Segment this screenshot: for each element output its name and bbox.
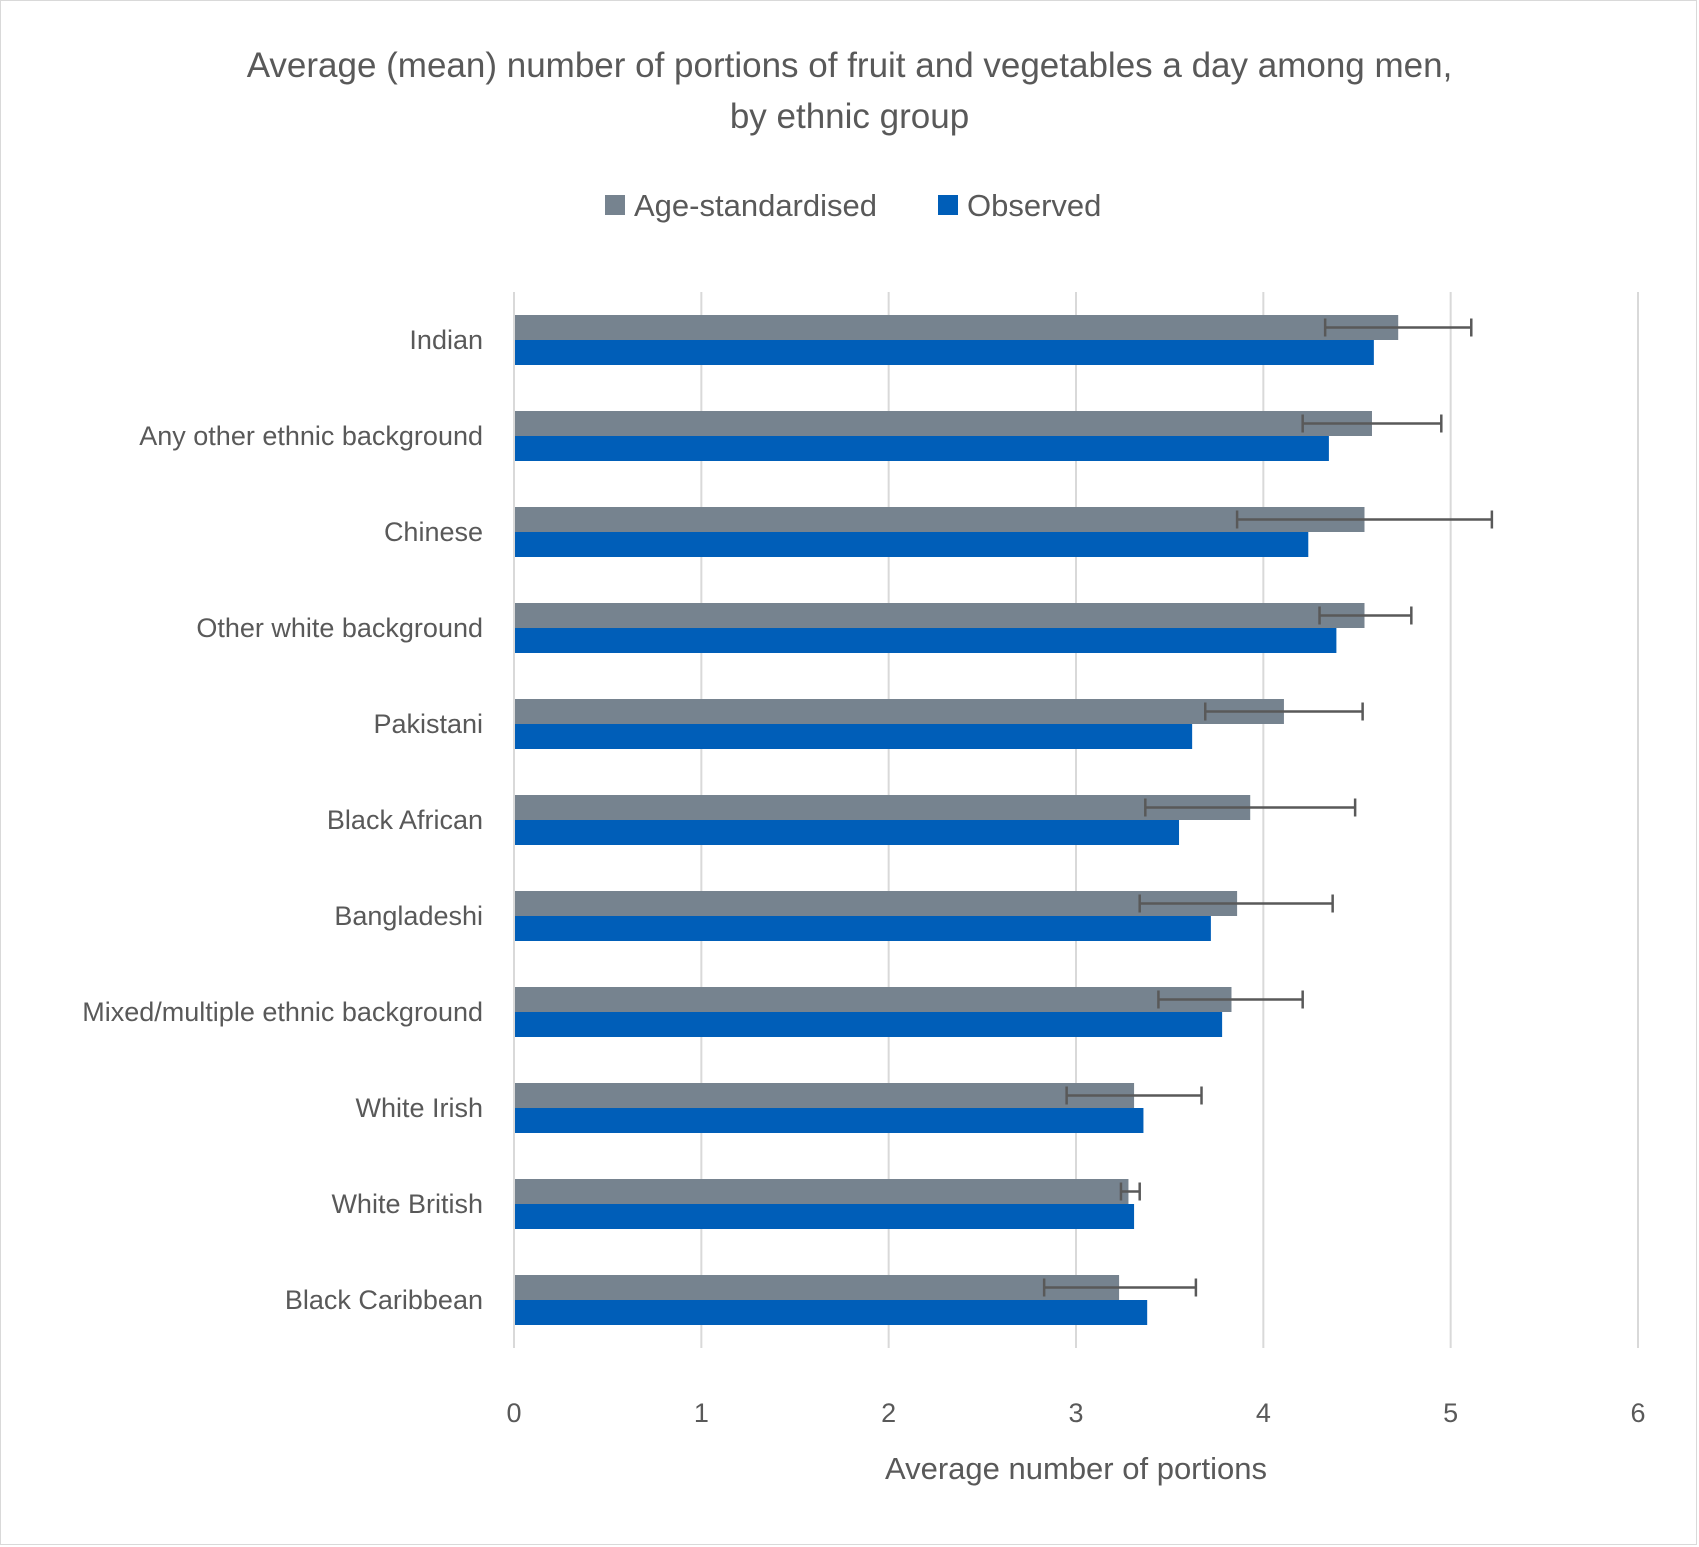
category-label-indian: Indian xyxy=(409,325,483,355)
x-tick-label-0: 0 xyxy=(506,1398,521,1428)
category-label-other-white-background: Other white background xyxy=(196,613,483,643)
bar-age-standardised-white-british xyxy=(514,1179,1129,1204)
bar-observed-mixed-multiple-ethnic-background xyxy=(514,1012,1223,1037)
legend-swatch-observed xyxy=(938,195,958,215)
x-tick-label-4: 4 xyxy=(1256,1398,1271,1428)
x-tick-label-6: 6 xyxy=(1630,1398,1645,1428)
bar-observed-indian xyxy=(514,340,1374,365)
bar-age-standardised-any-other-ethnic-background xyxy=(514,411,1372,436)
bar-observed-pakistani xyxy=(514,724,1193,749)
legend-label-age-standardised: Age-standardised xyxy=(634,188,877,223)
bar-age-standardised-black-caribbean xyxy=(514,1275,1120,1300)
category-label-any-other-ethnic-background: Any other ethnic background xyxy=(139,421,483,451)
bar-age-standardised-pakistani xyxy=(514,699,1284,724)
bar-observed-white-irish xyxy=(514,1108,1144,1133)
x-tick-label-1: 1 xyxy=(694,1398,709,1428)
bar-age-standardised-black-african xyxy=(514,795,1251,820)
x-axis-title: Average number of portions xyxy=(885,1451,1267,1486)
bar-age-standardised-indian xyxy=(514,315,1399,340)
bar-observed-white-british xyxy=(514,1204,1135,1229)
x-tick-label-5: 5 xyxy=(1443,1398,1458,1428)
category-label-black-caribbean: Black Caribbean xyxy=(285,1285,483,1315)
legend-label-observed: Observed xyxy=(967,188,1101,223)
bar-observed-bangladeshi xyxy=(514,916,1211,941)
category-label-chinese: Chinese xyxy=(384,517,483,547)
bar-age-standardised-other-white-background xyxy=(514,603,1365,628)
bar-observed-other-white-background xyxy=(514,628,1337,653)
bar-observed-black-african xyxy=(514,820,1180,845)
chart-title-line-1: Average (mean) number of portions of fru… xyxy=(246,46,1453,85)
category-label-pakistani: Pakistani xyxy=(373,709,483,739)
x-tick-label-2: 2 xyxy=(881,1398,896,1428)
bar-age-standardised-bangladeshi xyxy=(514,891,1238,916)
category-label-bangladeshi: Bangladeshi xyxy=(334,901,483,931)
bar-observed-chinese xyxy=(514,532,1309,557)
bar-age-standardised-chinese xyxy=(514,507,1365,532)
chart-title-line-2: by ethnic group xyxy=(729,97,970,136)
category-label-mixed-multiple-ethnic-background: Mixed/multiple ethnic background xyxy=(82,997,483,1027)
category-label-white-irish: White Irish xyxy=(355,1093,483,1123)
x-tick-label-3: 3 xyxy=(1068,1398,1083,1428)
chart-title: Average (mean) number of portions of fru… xyxy=(0,40,1699,142)
bar-observed-any-other-ethnic-background xyxy=(514,436,1329,461)
category-label-white-british: White British xyxy=(331,1189,483,1219)
legend-swatch-age-standardised xyxy=(605,195,625,215)
category-label-black-african: Black African xyxy=(327,805,483,835)
bar-age-standardised-white-irish xyxy=(514,1083,1135,1108)
bar-age-standardised-mixed-multiple-ethnic-background xyxy=(514,987,1232,1012)
bar-observed-black-caribbean xyxy=(514,1300,1148,1325)
